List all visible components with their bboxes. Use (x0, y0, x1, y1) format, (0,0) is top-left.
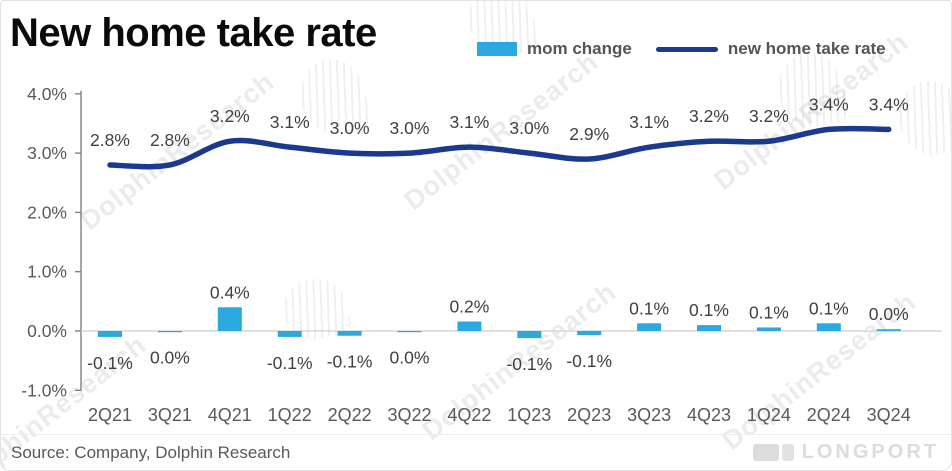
bar-value-label: 0.1% (629, 298, 669, 318)
footer: Source: Company, Dolphin Research LONGPO… (1, 434, 951, 470)
line-value-label: 3.0% (509, 118, 549, 138)
line-value-label: 3.2% (749, 106, 789, 126)
bar (98, 331, 122, 337)
bar-value-label: 0.1% (809, 298, 849, 318)
bar (816, 323, 841, 331)
bar (397, 331, 422, 333)
y-axis-label: 0.0% (27, 321, 67, 341)
bar (697, 325, 721, 331)
bar (577, 331, 602, 336)
line-value-label: 2.8% (150, 130, 190, 150)
bar (876, 329, 901, 331)
longport-flag-icon (752, 444, 794, 461)
bar (277, 331, 302, 337)
bar (637, 323, 662, 331)
x-axis-label: 3Q21 (148, 405, 192, 425)
line-value-label: 3.0% (390, 118, 430, 138)
line-value-label: 3.2% (689, 106, 729, 126)
legend-line-label: new home take rate (727, 39, 886, 58)
x-axis-label: 2Q23 (567, 405, 611, 425)
line-value-label: 3.1% (449, 112, 489, 132)
y-axis-label: 2.0% (27, 202, 67, 222)
x-axis-label: 2Q21 (88, 405, 132, 425)
bar-value-label: -0.1% (267, 353, 313, 373)
longport-watermark: LONGPORT (752, 441, 939, 464)
bar (756, 327, 781, 331)
line-value-label: 3.2% (210, 106, 250, 126)
legend-bar-label: mom change (527, 39, 632, 58)
bar-value-label: 0.0% (150, 348, 190, 368)
bar-value-label: 0.2% (449, 297, 489, 317)
bar-value-label: -0.1% (506, 354, 552, 374)
x-axis-label: 3Q23 (627, 405, 671, 425)
take-rate-line (107, 125, 892, 170)
x-axis-label: 1Q22 (268, 405, 312, 425)
y-axis-label: 1.0% (27, 262, 67, 282)
bar (157, 331, 182, 333)
chart-title: New home take rate (10, 11, 377, 55)
y-axis-label: 4.0% (27, 84, 67, 104)
line-value-label: 3.1% (270, 112, 310, 132)
x-axis-label: 1Q23 (507, 405, 551, 425)
bar-value-label: 0.4% (210, 282, 250, 302)
bar-value-label: -0.1% (566, 351, 612, 371)
line-value-label: 2.9% (569, 124, 609, 144)
x-axis-label: 2Q22 (328, 405, 372, 425)
legend: mom change new home take rate (477, 39, 886, 59)
bar (517, 331, 542, 339)
legend-bar-swatch-icon (477, 42, 517, 56)
x-axis-label: 2Q24 (807, 405, 851, 425)
bar-value-label: 0.1% (689, 300, 729, 320)
y-axis-label: 3.0% (27, 143, 67, 163)
y-axis-label: -1.0% (21, 380, 67, 400)
bar-value-label: -0.1% (327, 352, 373, 372)
line-value-label: 3.4% (869, 94, 909, 114)
x-axis-label: 4Q23 (687, 405, 731, 425)
bar (337, 331, 362, 336)
line-value-label: 3.0% (330, 118, 370, 138)
x-axis-label: 1Q24 (747, 405, 791, 425)
bar-value-label: 0.0% (869, 304, 909, 324)
longport-label: LONGPORT (801, 441, 939, 463)
line-value-label: 3.4% (809, 94, 849, 114)
x-axis-label: 3Q22 (387, 405, 431, 425)
bar (457, 321, 482, 331)
legend-line-swatch-icon (655, 46, 718, 52)
x-axis-label: 4Q22 (447, 405, 491, 425)
line-value-label: 2.8% (90, 130, 130, 150)
bar-value-label: -0.1% (87, 353, 133, 373)
bar (217, 307, 242, 331)
x-axis-label: 4Q21 (208, 405, 252, 425)
source-text: Source: Company, Dolphin Research (11, 442, 291, 462)
bar-value-label: 0.0% (390, 348, 430, 368)
x-axis-label: 3Q24 (867, 405, 911, 425)
bar-value-label: 0.1% (749, 302, 789, 322)
line-value-label: 3.1% (629, 112, 669, 132)
